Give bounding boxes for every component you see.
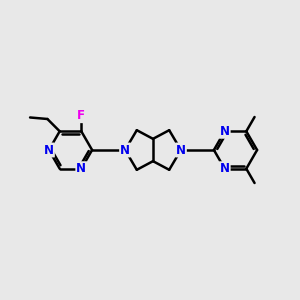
Text: N: N xyxy=(220,162,230,175)
Text: F: F xyxy=(77,109,85,122)
Text: N: N xyxy=(120,143,130,157)
Text: N: N xyxy=(220,125,230,138)
Text: N: N xyxy=(76,162,86,175)
Text: N: N xyxy=(44,143,54,157)
Text: N: N xyxy=(176,143,186,157)
